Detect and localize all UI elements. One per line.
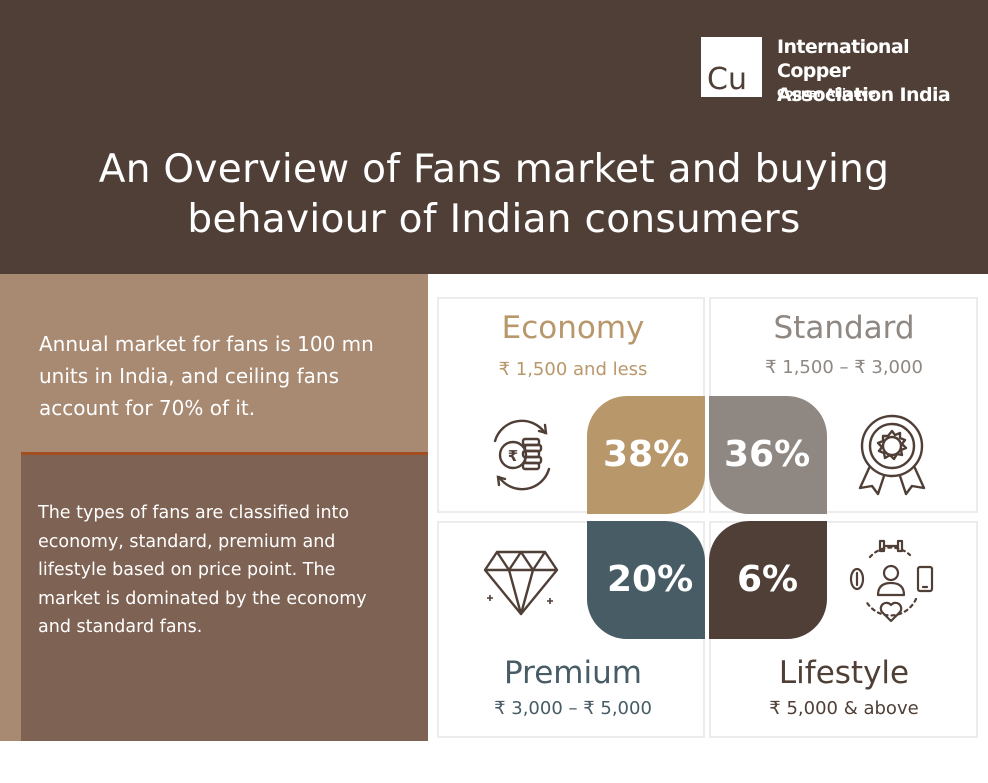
economy-share: 38%: [603, 434, 690, 475]
award-badge-icon: [858, 414, 926, 496]
fan-types-text: The types of fans are classified into ec…: [38, 503, 367, 637]
lifestyle-title: Lifestyle: [778, 655, 910, 691]
header-banner: [0, 0, 988, 274]
page-title: An Overview of Fans market and buying be…: [80, 145, 908, 245]
lifestyle-icon: [849, 539, 934, 623]
standard-price: ₹ 1,500 – ₹ 3,000: [765, 357, 923, 378]
types-panel: [21, 455, 428, 741]
org-name-line2: Association India: [777, 84, 951, 106]
diamond-icon: [483, 550, 559, 616]
svg-text:₹: ₹: [508, 447, 518, 465]
org-name-line1: International Copper: [777, 36, 910, 82]
title-line2: behaviour of Indian consumers: [187, 197, 801, 242]
standard-share: 36%: [724, 434, 811, 475]
title-line1: An Overview of Fans market and buying: [98, 147, 890, 192]
lifestyle-share-block: 6%: [709, 521, 827, 639]
side-stripe: [0, 454, 21, 741]
premium-share: 20%: [607, 559, 694, 600]
standard-share-block: 36%: [709, 396, 827, 514]
economy-title: Economy: [501, 310, 645, 346]
market-panel: [0, 274, 428, 454]
lifestyle-price: ₹ 5,000 & above: [769, 698, 919, 719]
organization-name: International Copper Association India: [777, 35, 982, 107]
divider: [21, 452, 428, 455]
premium-share-block: 20%: [587, 521, 705, 639]
standard-title: Standard: [773, 310, 915, 346]
market-size-text: Annual market for fans is 100 mn units i…: [39, 332, 374, 420]
coins-cycle-icon: ₹: [493, 419, 551, 491]
copper-logo: Cu: [701, 37, 762, 97]
premium-price: ₹ 3,000 – ₹ 5,000: [494, 698, 652, 719]
org-tagline: Copper Alliance: [777, 86, 876, 100]
lifestyle-share: 6%: [737, 559, 799, 600]
premium-title: Premium: [504, 655, 642, 691]
economy-price: ₹ 1,500 and less: [498, 359, 648, 380]
economy-share-block: 38%: [587, 396, 705, 514]
